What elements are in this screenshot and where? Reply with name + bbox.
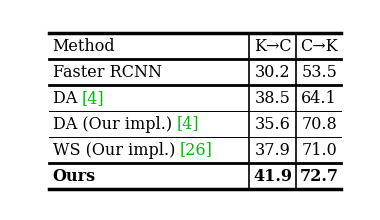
Text: [4]: [4]: [82, 90, 105, 107]
Text: 41.9: 41.9: [253, 168, 292, 185]
Text: C→K: C→K: [300, 38, 338, 55]
Text: 35.6: 35.6: [255, 116, 291, 133]
Text: DA (Our impl.): DA (Our impl.): [52, 116, 177, 133]
Text: [4]: [4]: [177, 116, 200, 133]
Text: Method: Method: [52, 38, 114, 55]
Text: DA: DA: [52, 90, 82, 107]
Text: 64.1: 64.1: [301, 90, 337, 107]
Text: Faster RCNN: Faster RCNN: [52, 64, 162, 81]
Text: 53.5: 53.5: [301, 64, 337, 81]
Text: 37.9: 37.9: [255, 141, 291, 159]
Text: 70.8: 70.8: [301, 116, 337, 133]
Text: Ours: Ours: [52, 168, 96, 185]
Text: 71.0: 71.0: [301, 141, 337, 159]
Text: 72.7: 72.7: [300, 168, 339, 185]
Text: WS (Our impl.): WS (Our impl.): [52, 141, 180, 159]
Text: K→C: K→C: [254, 38, 291, 55]
Text: 38.5: 38.5: [255, 90, 291, 107]
Text: 30.2: 30.2: [255, 64, 291, 81]
Text: [26]: [26]: [180, 141, 213, 159]
